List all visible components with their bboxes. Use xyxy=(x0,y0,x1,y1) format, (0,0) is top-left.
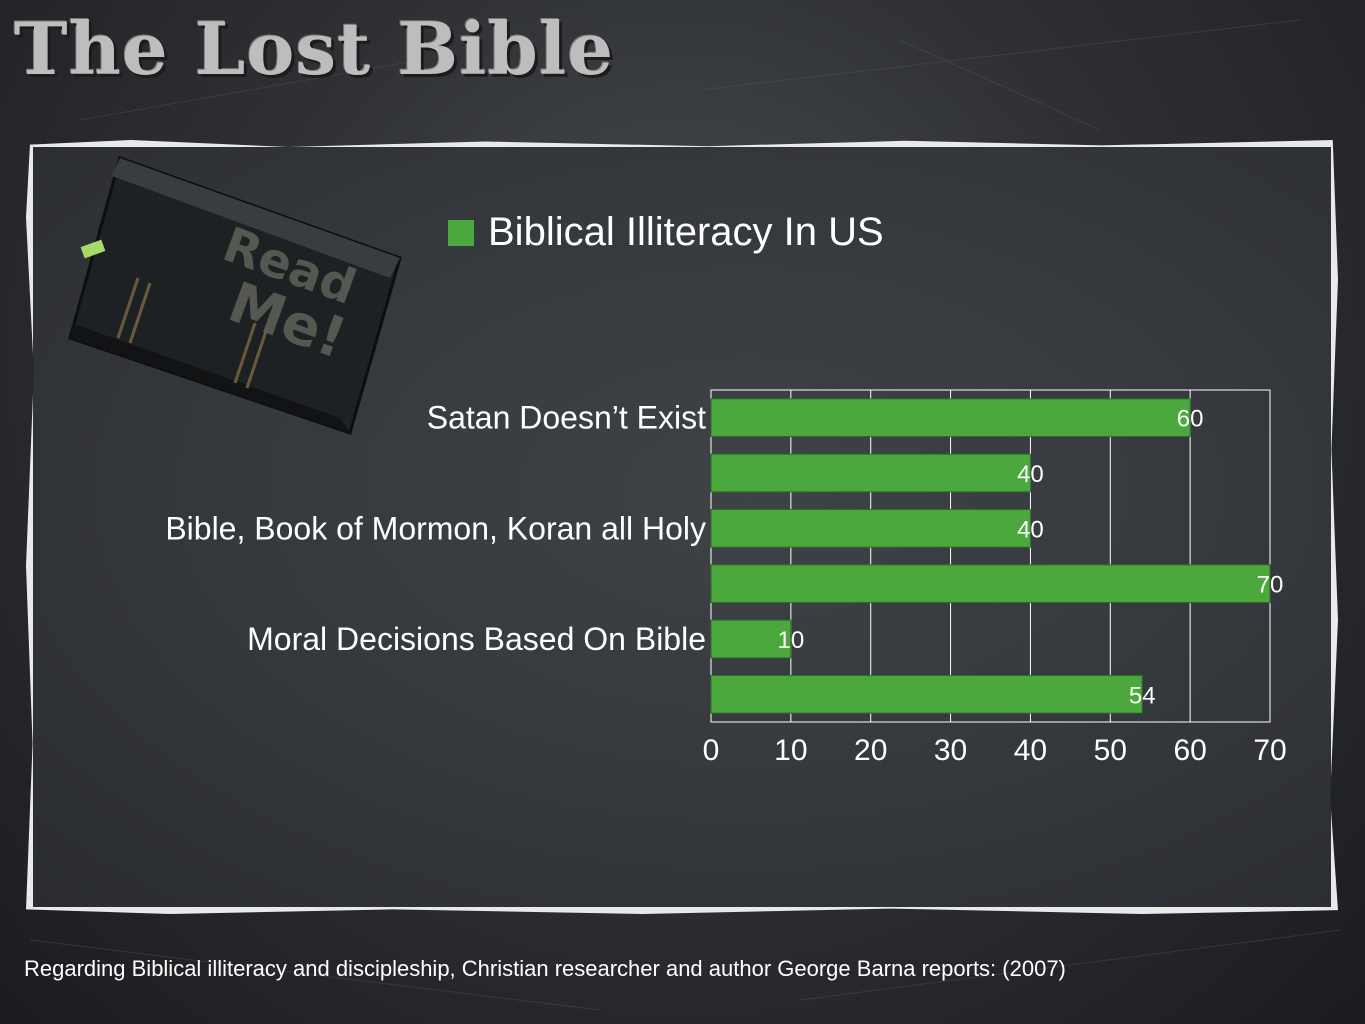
x-tick-label: 40 xyxy=(1014,734,1047,767)
source-footnote: Regarding Biblical illiteracy and discip… xyxy=(24,956,1066,981)
data-label: 40 xyxy=(1017,516,1044,543)
x-tick-label: 70 xyxy=(1253,734,1286,767)
x-tick-label: 30 xyxy=(934,734,967,767)
data-label: 10 xyxy=(778,627,805,654)
category-label: Bible, Book of Mormon, Koran all Holy xyxy=(165,510,706,546)
legend-label: Biblical Illiteracy In US xyxy=(488,210,884,254)
bar xyxy=(710,564,1271,603)
bar xyxy=(710,509,1031,548)
data-label: 54 xyxy=(1129,682,1156,709)
data-label: 60 xyxy=(1177,406,1204,433)
category-label: Moral Decisions Based On Bible xyxy=(247,621,706,657)
bar xyxy=(710,675,1143,714)
plot-area-border xyxy=(710,389,1271,723)
bar xyxy=(710,453,1031,493)
x-tick-label: 60 xyxy=(1173,734,1206,767)
chart-legend: Biblical Illiteracy In US xyxy=(448,210,884,255)
x-tick-label: 50 xyxy=(1094,734,1127,767)
data-label: 70 xyxy=(1257,572,1284,599)
x-tick-label: 20 xyxy=(854,734,887,767)
data-label: 40 xyxy=(1017,461,1044,488)
bible-book-image: Read Me! xyxy=(68,156,402,435)
bar xyxy=(710,619,792,659)
category-label: Satan Doesn’t Exist xyxy=(427,400,706,436)
bar xyxy=(710,398,1191,437)
slide-title: The Lost Bible xyxy=(14,6,615,91)
x-tick-label: 0 xyxy=(703,734,720,767)
x-tick-label: 10 xyxy=(774,734,807,767)
legend-swatch-icon xyxy=(448,219,474,246)
